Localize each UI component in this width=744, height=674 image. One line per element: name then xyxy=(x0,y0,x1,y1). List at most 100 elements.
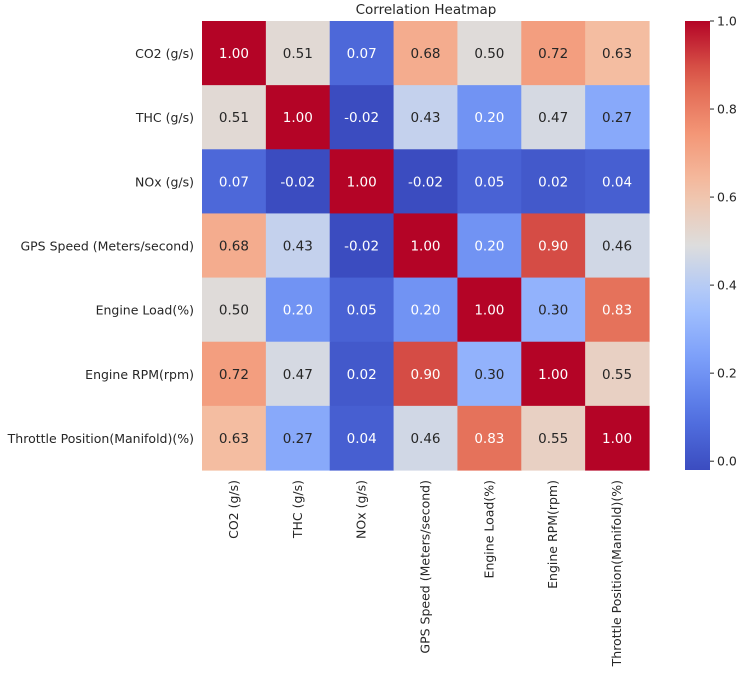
colorbar-tick-label: 0.2 xyxy=(717,366,737,381)
heatmap-cell xyxy=(521,213,586,279)
cell-value-label: -0.02 xyxy=(280,174,315,190)
cell-value-label: 0.07 xyxy=(347,46,377,62)
row-label: Throttle Position(Manifold)(%) xyxy=(7,431,194,446)
colorbar-tick-label: 0.4 xyxy=(717,278,737,293)
cell-value-label: 0.30 xyxy=(538,303,568,319)
cell-value-label: 0.46 xyxy=(602,239,632,255)
cell-value-label: 0.46 xyxy=(410,431,440,447)
cell-value-label: 0.63 xyxy=(219,431,249,447)
colorbar-tick-label: 1.0 xyxy=(717,14,737,29)
chart-title: Correlation Heatmap xyxy=(356,2,497,18)
cell-value-label: 0.27 xyxy=(283,431,313,447)
heatmap-cell xyxy=(329,149,395,215)
heatmap-cell xyxy=(265,405,331,471)
cell-value-label: 0.90 xyxy=(410,367,440,383)
heatmap-cell xyxy=(202,277,267,343)
heatmap-cell xyxy=(457,85,522,150)
row-label: GPS Speed (Meters/second) xyxy=(20,239,194,254)
column-label: THC (g/s) xyxy=(290,480,305,539)
heatmap-cell xyxy=(457,341,522,407)
cell-value-label: 0.72 xyxy=(219,367,249,383)
cell-value-label: 0.30 xyxy=(474,367,504,383)
heatmap-cell xyxy=(585,21,650,86)
cell-value-label: 0.20 xyxy=(474,239,504,255)
column-label: GPS Speed (Meters/second) xyxy=(417,480,432,654)
column-label: Throttle Position(Manifold)(%) xyxy=(609,480,624,667)
heatmap-cell xyxy=(457,277,522,343)
cell-value-label: 0.07 xyxy=(219,174,249,190)
row-label: Engine Load(%) xyxy=(96,303,194,318)
cell-value-label: 1.00 xyxy=(219,46,249,62)
heatmap-cell xyxy=(521,341,586,407)
heatmap-cell xyxy=(265,277,331,343)
heatmap-cell xyxy=(265,341,331,407)
heatmap-cell xyxy=(457,213,522,279)
cell-value-label: -0.02 xyxy=(408,174,443,190)
heatmap-cell xyxy=(521,277,586,343)
cell-value-label: 1.00 xyxy=(538,367,568,383)
heatmap-cell xyxy=(521,21,586,86)
column-label: Engine Load(%) xyxy=(481,480,496,578)
heatmap-cell xyxy=(202,21,267,86)
heatmap-cell xyxy=(393,21,459,86)
cell-value-label: 0.83 xyxy=(602,303,632,319)
heatmap-cell xyxy=(585,277,650,343)
heatmap-cell xyxy=(457,149,522,215)
cell-value-label: 1.00 xyxy=(347,174,377,190)
heatmap-cell xyxy=(521,149,586,215)
cell-value-label: 0.20 xyxy=(474,110,504,126)
cell-value-label: 1.00 xyxy=(602,431,632,447)
heatmap-cell xyxy=(393,277,459,343)
cell-value-label: 0.05 xyxy=(347,303,377,319)
cell-value-label: 0.63 xyxy=(602,46,632,62)
heatmap-cell xyxy=(202,405,267,471)
heatmap-cell xyxy=(585,213,650,279)
heatmap-cell xyxy=(393,341,459,407)
cell-value-label: 0.50 xyxy=(474,46,504,62)
heatmap-cell xyxy=(585,341,650,407)
cell-value-label: 1.00 xyxy=(283,110,313,126)
cell-value-label: 0.04 xyxy=(347,431,377,447)
heatmap-cell xyxy=(329,405,395,471)
heatmap-cell xyxy=(329,213,395,279)
heatmap-cell xyxy=(329,341,395,407)
heatmap-cell xyxy=(329,277,395,343)
heatmap-cell xyxy=(202,213,267,279)
colorbar: 0.0 0.2 0.4 0.6 0.8 1.0 xyxy=(685,14,737,470)
cell-value-label: 0.55 xyxy=(538,431,568,447)
cell-value-label: 0.72 xyxy=(538,46,568,62)
cell-value-label: 0.51 xyxy=(219,110,249,126)
cell-value-label: 0.02 xyxy=(538,174,568,190)
colorbar-tick-label: 0.8 xyxy=(717,102,737,117)
heatmap-cell xyxy=(329,21,395,86)
heatmap-cell xyxy=(202,149,267,215)
column-label: CO2 (g/s) xyxy=(226,480,241,539)
colorbar-tick-label: 0.0 xyxy=(717,454,737,469)
cell-value-label: 0.51 xyxy=(283,46,313,62)
column-labels: CO2 (g/s) THC (g/s) NOx (g/s) GPS Speed (Me… xyxy=(226,480,624,667)
cell-value-label: 0.68 xyxy=(410,46,440,62)
heatmap-cells: 1.00 0.51 0.07 0.68 0.50 0.72 0.63 0.51 1.00 -0.0… xyxy=(202,21,650,471)
column-label: NOx (g/s) xyxy=(354,480,369,539)
cell-value-label: 0.43 xyxy=(410,110,440,126)
cell-value-label: 1.00 xyxy=(410,239,440,255)
heatmap-cell xyxy=(393,405,459,471)
cell-value-label: 0.27 xyxy=(602,110,632,126)
heatmap-cell xyxy=(265,21,331,86)
cell-value-label: 0.47 xyxy=(283,367,313,383)
heatmap-cell xyxy=(457,21,522,86)
heatmap-cell xyxy=(265,213,331,279)
cell-value-label: 0.47 xyxy=(538,110,568,126)
row-label: THC (g/s) xyxy=(135,110,194,125)
heatmap-cell xyxy=(265,149,331,215)
heatmap-cell xyxy=(265,85,331,150)
heatmap-cell xyxy=(457,405,522,471)
cell-value-label: 0.55 xyxy=(602,367,632,383)
heatmap-cell xyxy=(521,85,586,150)
heatmap-cell xyxy=(521,405,586,471)
cell-value-label: 1.00 xyxy=(474,303,504,319)
heatmap-cell xyxy=(393,213,459,279)
heatmap-cell xyxy=(585,149,650,215)
heatmap-cell xyxy=(393,85,459,150)
